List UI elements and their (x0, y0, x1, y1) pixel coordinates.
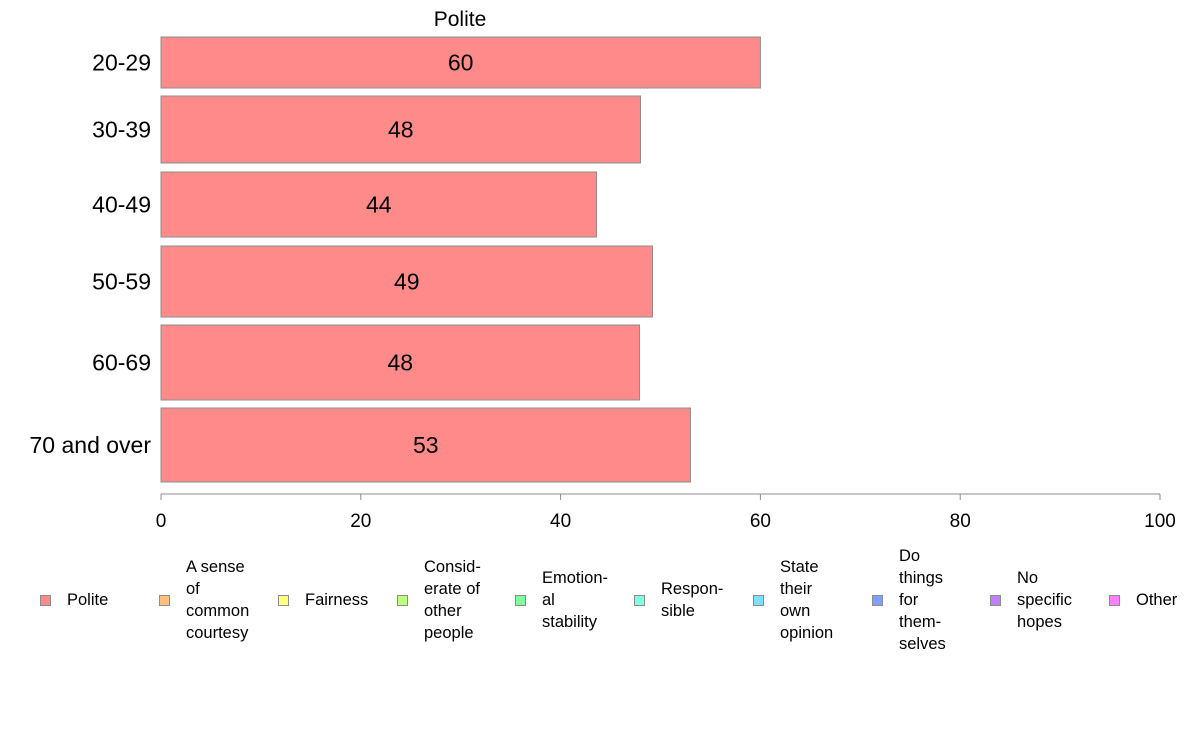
legend-label: No specific hopes (1017, 569, 1073, 631)
legend-item: Emotion- al stability (515, 540, 608, 660)
legend-item: Respon- sible (634, 540, 723, 660)
category-label: 40-49 (92, 192, 151, 218)
x-tick-label: 80 (950, 511, 971, 532)
bar-value-label: 60 (448, 50, 474, 76)
legend-item: State their own opinion (753, 540, 833, 660)
legend-swatch (753, 594, 764, 606)
category-label: 20-29 (92, 50, 151, 76)
legend-item: Do things for them- selves (872, 540, 946, 660)
legend-swatch (159, 594, 170, 606)
bar-value-label: 48 (388, 117, 414, 143)
bar (160, 36, 761, 89)
bar-chart: Polite 60 20-29 48 30-39 44 40-49 49 50-59 48 60-… (30, 8, 1176, 532)
bar (160, 171, 598, 238)
bar-value-label: 53 (413, 432, 439, 458)
legend-swatch (40, 594, 51, 606)
bars-layer: 60 20-29 48 30-39 44 40-49 49 50-59 48 60-69 53 70 … (30, 36, 761, 483)
bar-value-label: 48 (387, 350, 413, 376)
legend-swatch (634, 594, 645, 606)
legend-label: State their own opinion (780, 558, 834, 642)
legend-swatch (278, 594, 289, 606)
legend-label: Respon- sible (661, 580, 724, 620)
bar-value-label: 49 (394, 269, 420, 295)
category-label: 30-39 (92, 117, 151, 143)
legend-label: Fairness (305, 591, 369, 609)
bar (160, 245, 654, 318)
bar (160, 407, 691, 483)
legend-label: Consid- erate of other people (424, 558, 481, 642)
x-tick-label: 20 (350, 511, 371, 532)
legend-item: Consid- erate of other people (397, 540, 481, 660)
legend-item: A sense of common courtesy (159, 540, 249, 660)
legend-item: Fairness (278, 540, 368, 660)
bar (160, 95, 642, 164)
x-tick-label: 60 (750, 511, 771, 532)
category-label: 60-69 (92, 350, 151, 376)
legend-swatch (872, 594, 883, 606)
legend-item: Other (1109, 540, 1177, 660)
legend-label: A sense of common courtesy (186, 558, 250, 642)
x-tick-label: 0 (156, 511, 167, 532)
legend-label: Other (1136, 591, 1178, 609)
category-label: 50-59 (92, 269, 151, 295)
legend-label: Do things for them- selves (899, 547, 946, 653)
bar-value-label: 44 (366, 192, 392, 218)
legend: Polite A sense of common courtesy Fairness… (0, 540, 1188, 660)
category-label: 70 and over (30, 432, 152, 458)
x-tick-label: 100 (1144, 511, 1176, 532)
legend-swatch (1109, 594, 1120, 606)
legend-item: Polite (40, 540, 108, 660)
bar (160, 324, 641, 401)
legend-swatch (515, 594, 526, 606)
x-tick-label: 40 (550, 511, 571, 532)
legend-item: No specific hopes (990, 540, 1072, 660)
x-axis: 0 20 40 60 80 100 (156, 493, 1176, 532)
legend-label: Emotion- al stability (542, 569, 609, 631)
legend-swatch (397, 594, 408, 606)
chart-title: Polite (434, 8, 487, 31)
legend-swatch (990, 594, 1001, 606)
legend-label: Polite (67, 591, 109, 609)
